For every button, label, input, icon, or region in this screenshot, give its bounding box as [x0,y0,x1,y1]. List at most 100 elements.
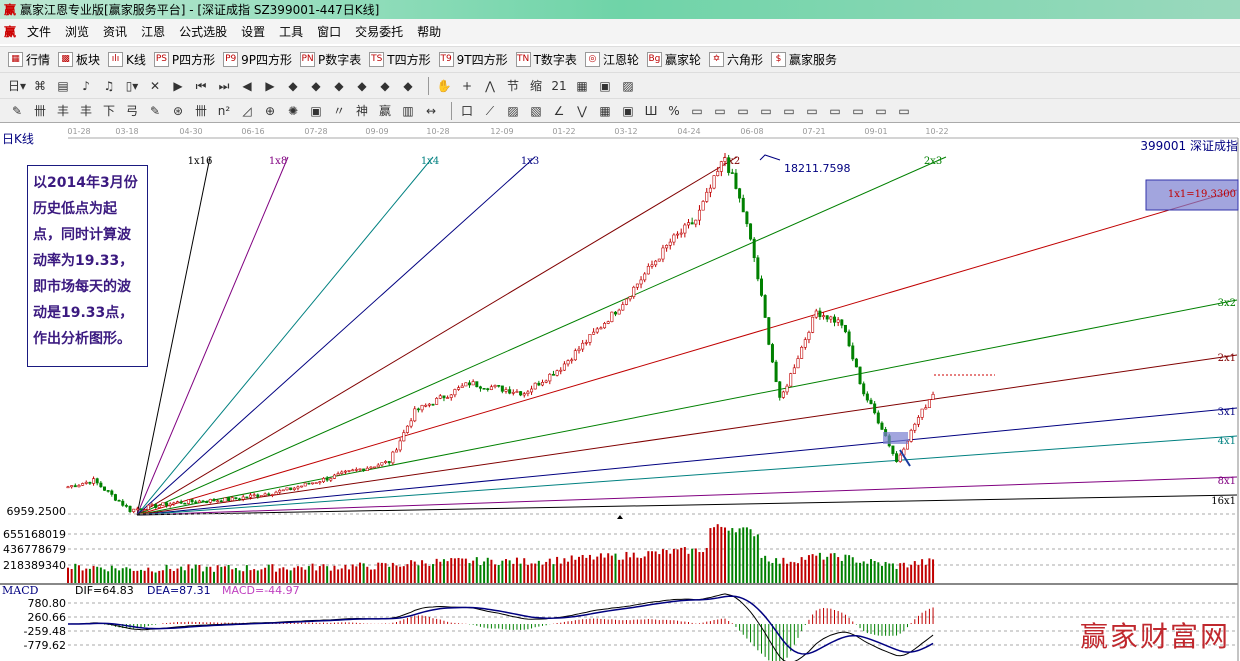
gann-fan-line[interactable] [136,354,1238,516]
sectors-button[interactable]: ▩ 板块 [58,51,100,68]
menu-item-5[interactable]: 设置 [241,25,266,39]
t-number-table-button[interactable]: TN T数字表 [515,51,577,68]
menu-item-2[interactable]: 资讯 [103,25,128,39]
tool-icon-8[interactable]: 卌 [194,103,207,118]
tool-icon-15[interactable]: 神 [355,103,368,118]
tool-icon-22[interactable]: 缩 [530,78,543,93]
tool-icon-16[interactable]: ◆ [380,78,390,93]
p-square-button[interactable]: PS P四方形 [153,51,215,68]
menu-item-3[interactable]: 江恩 [141,25,166,39]
kline-chart[interactable]: 日K线 01-28 03-18 04-30 06-16 07-28 09-09 10-28 12… [0,124,1240,661]
tool-icon-38[interactable]: ▭ [898,103,910,118]
gann-fan-line[interactable] [136,156,536,516]
tool-icon-14[interactable]: 〃 [332,103,345,118]
gann-fan-line[interactable] [136,156,434,516]
tool-icon-16[interactable]: 赢 [378,103,391,118]
tool-icon-17[interactable]: ▥ [402,103,414,118]
tool-icon-15[interactable]: ◆ [357,78,367,93]
tool-icon-3[interactable]: ♪ [82,78,90,93]
tool-icon-26[interactable]: ▨ [622,78,634,93]
tool-icon-7[interactable]: ▶ [173,78,183,93]
tool-icon-9[interactable]: n² [217,103,231,118]
menu-item-7[interactable]: 窗口 [317,25,342,39]
tool-icon-35[interactable]: ▭ [829,103,841,118]
p-number-table-button[interactable]: PN P数字表 [300,51,361,68]
9p-square-button[interactable]: P9 9P四方形 [223,51,292,68]
tool-icon-31[interactable]: ▭ [737,103,749,118]
menu-item-6[interactable]: 工具 [279,25,304,39]
tool-icon-13[interactable]: ◆ [311,78,321,93]
tool-icon-32[interactable]: ▭ [760,103,772,118]
gann-wheel-button[interactable]: ◎ 江恩轮 [584,51,639,68]
gann-fan-line[interactable] [136,407,1238,516]
tool-icon-34[interactable]: ▭ [806,103,818,118]
tool-icon-5[interactable]: 弓 [125,103,138,118]
tool-icon-11[interactable]: ▶ [265,78,275,93]
tool-icon-2[interactable]: 丰 [56,103,69,118]
tool-icon-12[interactable]: ◆ [288,78,298,93]
tool-icon-23[interactable]: ∠ [553,103,565,118]
tool-icon-10[interactable]: ◀ [242,78,252,93]
winner-wheel-button[interactable]: Bg 赢家轮 [646,51,701,68]
gann-fan-line[interactable] [136,299,1238,516]
tool-icon-27[interactable]: Ш [644,103,658,118]
tool-icon-18[interactable]: ↔ [425,103,437,118]
tool-icon-0[interactable]: 日▾ [8,78,27,93]
tool-icon-1[interactable]: ⌘ [34,78,47,93]
t-square-button[interactable]: TS T四方形 [369,51,431,68]
menu-item-9[interactable]: 帮助 [417,25,442,39]
tool-icon-21[interactable]: 节 [507,78,520,93]
tool-icon-20[interactable]: ⋀ [485,78,495,93]
tool-icon-20[interactable]: ⟋ [485,103,495,118]
tool-icon-1[interactable]: 卌 [33,103,46,118]
tool-icon-12[interactable]: ✺ [287,103,299,118]
tool-icon-37[interactable]: ▭ [875,103,887,118]
tool-icon-11[interactable]: ⊕ [264,103,276,118]
tool-icon-3[interactable]: 丰 [79,103,92,118]
tool-icon-17[interactable]: ◆ [403,78,413,93]
tool-icon-33[interactable]: ▭ [783,103,795,118]
gann-fan-line[interactable] [136,494,1238,516]
tool-icon-23[interactable]: 21 [551,78,567,93]
menu-item-4[interactable]: 公式选股 [179,25,228,39]
gann-fan-line[interactable] [136,156,947,516]
gann-fan-line[interactable] [136,156,211,516]
tool-icon-6[interactable]: ✕ [150,78,161,93]
tool-icon-26[interactable]: ▣ [622,103,634,118]
tool-icon-8[interactable]: ⏮ [195,78,207,93]
tool-icon-24[interactable]: ⋁ [577,103,587,118]
tool-icon-25[interactable]: ▦ [599,103,611,118]
tool-icon-19[interactable]: + [462,78,473,93]
tool-icon-10[interactable]: ◿ [242,103,252,118]
tool-icon-36[interactable]: ▭ [852,103,864,118]
winner-service-button[interactable]: $ 赢家服务 [770,51,837,68]
gann-fan-line[interactable] [136,435,1238,516]
tool-icon-6[interactable]: ✎ [149,103,161,118]
hexagon-button[interactable]: ✡ 六角形 [708,51,763,68]
tool-icon-18[interactable]: ✋ [436,78,452,93]
tool-icon-22[interactable]: ▧ [530,103,542,118]
tool-icon-21[interactable]: ▨ [507,103,519,118]
quotes-button[interactable]: ▦ 行情 [8,51,50,68]
tool-icon-4[interactable]: 下 [102,103,115,118]
tool-icon-13[interactable]: ▣ [310,103,322,118]
menu-item-0[interactable]: 文件 [27,25,52,39]
kline-button[interactable]: ılı K线 [108,51,146,68]
menu-item-1[interactable]: 浏览 [65,25,90,39]
tool-icon-24[interactable]: ▦ [576,78,588,93]
tool-icon-14[interactable]: ◆ [334,78,344,93]
gann-fan-line[interactable] [136,156,738,516]
tool-icon-28[interactable]: % [668,103,680,118]
gann-fan-line[interactable] [136,476,1238,516]
selected-line-label-box[interactable] [1145,179,1239,211]
gann-fan-line[interactable] [136,189,1238,516]
tool-icon-9[interactable]: ⏭ [218,78,230,93]
tool-icon-30[interactable]: ▭ [714,103,726,118]
tool-icon-2[interactable]: ▤ [57,78,69,93]
tool-icon-0[interactable]: ✎ [11,103,23,118]
gann-fan-line[interactable] [136,156,289,516]
tool-icon-25[interactable]: ▣ [599,78,611,93]
tool-icon-19[interactable]: 口 [460,103,473,118]
menu-item-8[interactable]: 交易委托 [355,25,404,39]
tool-icon-7[interactable]: ⊛ [172,103,184,118]
